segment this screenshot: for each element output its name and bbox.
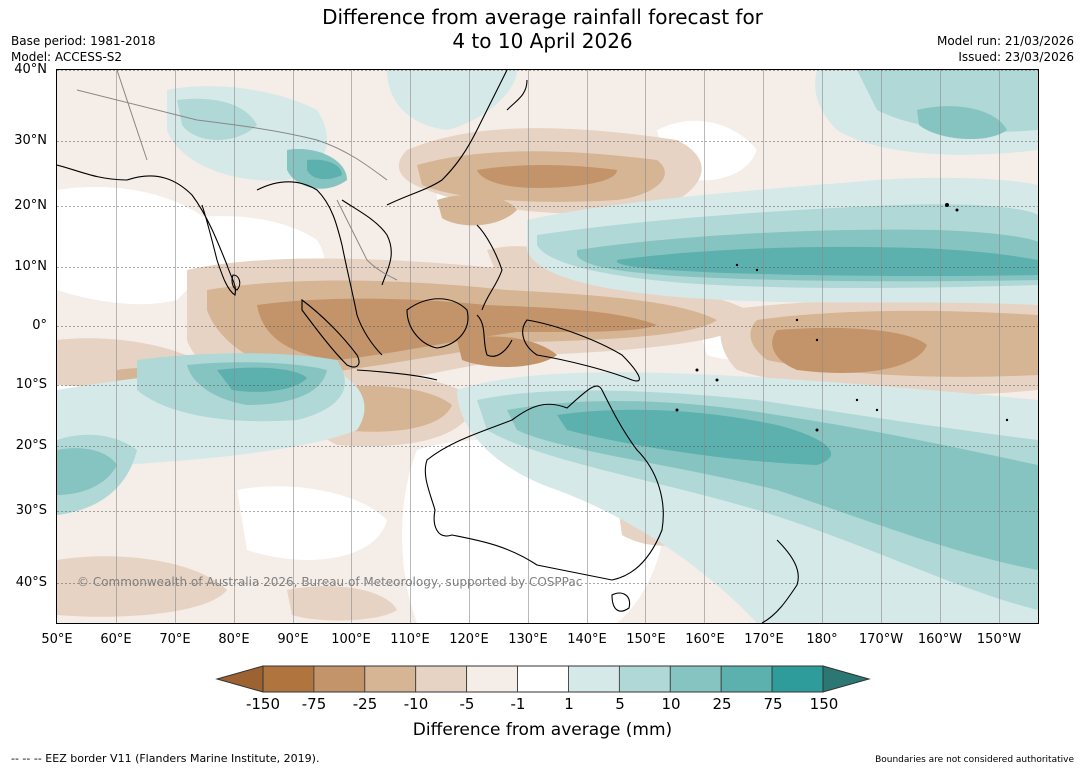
colorbar-arrow-max <box>822 665 871 693</box>
colorbar-segment <box>517 665 569 693</box>
lon-label: 150°W <box>976 632 1022 647</box>
lon-label: 50°E <box>41 632 73 647</box>
wet-anomaly-very-strong <box>217 159 1038 465</box>
lat-label: 10°N <box>14 259 47 274</box>
lon-label: 170°W <box>858 632 904 647</box>
issued-date: Issued: 23/03/2026 <box>958 50 1074 64</box>
rainfall-anomaly-map: © Commonwealth of Australia 2026, Bureau… <box>57 70 1038 623</box>
colorbar-segment <box>262 665 315 693</box>
map-border <box>56 69 1039 624</box>
colorbar-segment <box>364 665 417 693</box>
colorbar-tick: 75 <box>763 695 783 713</box>
lon-label: 160°W <box>917 632 963 647</box>
lon-label: 160°E <box>685 632 725 647</box>
colorbar-tick: -150 <box>245 695 281 713</box>
lon-label: 140°E <box>567 632 607 647</box>
colorbar-segment <box>771 665 824 693</box>
lat-label: 0° <box>32 318 47 333</box>
lon-label: 80°E <box>218 632 250 647</box>
colorbar-segment <box>415 665 468 693</box>
colorbar-segment <box>313 665 366 693</box>
lat-label: 10°S <box>15 377 47 392</box>
colorbar-tick: -75 <box>301 695 327 713</box>
lon-label: 90°E <box>277 632 309 647</box>
meta-right: Model run: 21/03/2026 Issued: 23/03/2026 <box>937 33 1074 65</box>
colorbar-tick: -25 <box>352 695 378 713</box>
colorbar <box>215 665 871 693</box>
colorbar-segment <box>720 665 773 693</box>
colorbar-tick: 5 <box>615 695 625 713</box>
colorbar-tick: 10 <box>661 695 681 713</box>
model-run: Model run: 21/03/2026 <box>936 34 1074 48</box>
map-graticule <box>57 70 1038 623</box>
pacific-islands <box>675 203 1009 432</box>
colorbar-segments <box>262 665 824 693</box>
meta-left: Base period: 1981-2018 Model: ACCESS-S2 <box>11 33 156 65</box>
map-svg <box>57 70 1038 623</box>
colorbar-tick: 1 <box>564 695 574 713</box>
colorbar-segment <box>466 665 518 693</box>
colorbar-tick: 25 <box>712 695 732 713</box>
eez-border-note: -- -- -- EEZ border V11 (Flanders Marine… <box>11 752 320 765</box>
lat-label: 40°N <box>14 62 47 77</box>
lat-label: 30°N <box>14 133 47 148</box>
colorbar-tick: 150 <box>809 695 839 713</box>
lon-label: 110°E <box>390 632 430 647</box>
colorbar-tick: -10 <box>403 695 429 713</box>
coastlines <box>57 70 799 623</box>
lon-label: 170°E <box>744 632 784 647</box>
colorbar-segment <box>669 665 722 693</box>
lat-label: 40°S <box>15 575 47 590</box>
colorbar-segment <box>618 665 671 693</box>
model-name: Model: ACCESS-S2 <box>11 50 123 64</box>
map-title-line2: 4 to 10 April 2026 <box>452 29 633 53</box>
lon-label: 130°E <box>508 632 548 647</box>
lon-label: 60°E <box>100 632 132 647</box>
boundaries-disclaimer: Boundaries are not considered authoritat… <box>875 755 1074 765</box>
colorbar-outline <box>262 665 824 693</box>
base-period: Base period: 1981-2018 <box>11 34 156 48</box>
colorbar-tick: -1 <box>510 695 526 713</box>
colorbar-arrow-min <box>215 665 264 693</box>
lat-label: 20°N <box>14 198 47 213</box>
colorbar-tick: -5 <box>459 695 475 713</box>
country-borders <box>76 70 398 281</box>
lat-label: 30°S <box>15 503 47 518</box>
lon-label: 120°E <box>449 632 489 647</box>
lat-label: 20°S <box>15 438 47 453</box>
lon-label: 180° <box>806 632 838 647</box>
colorbar-label: Difference from average (mm) <box>412 720 673 740</box>
lon-label: 150°E <box>626 632 666 647</box>
colorbar-segment <box>568 665 620 693</box>
copyright-notice: © Commonwealth of Australia 2026, Bureau… <box>77 575 583 589</box>
map-title-line1: Difference from average rainfall forecas… <box>322 5 763 29</box>
lon-label: 100°E <box>331 632 371 647</box>
lon-label: 70°E <box>159 632 191 647</box>
